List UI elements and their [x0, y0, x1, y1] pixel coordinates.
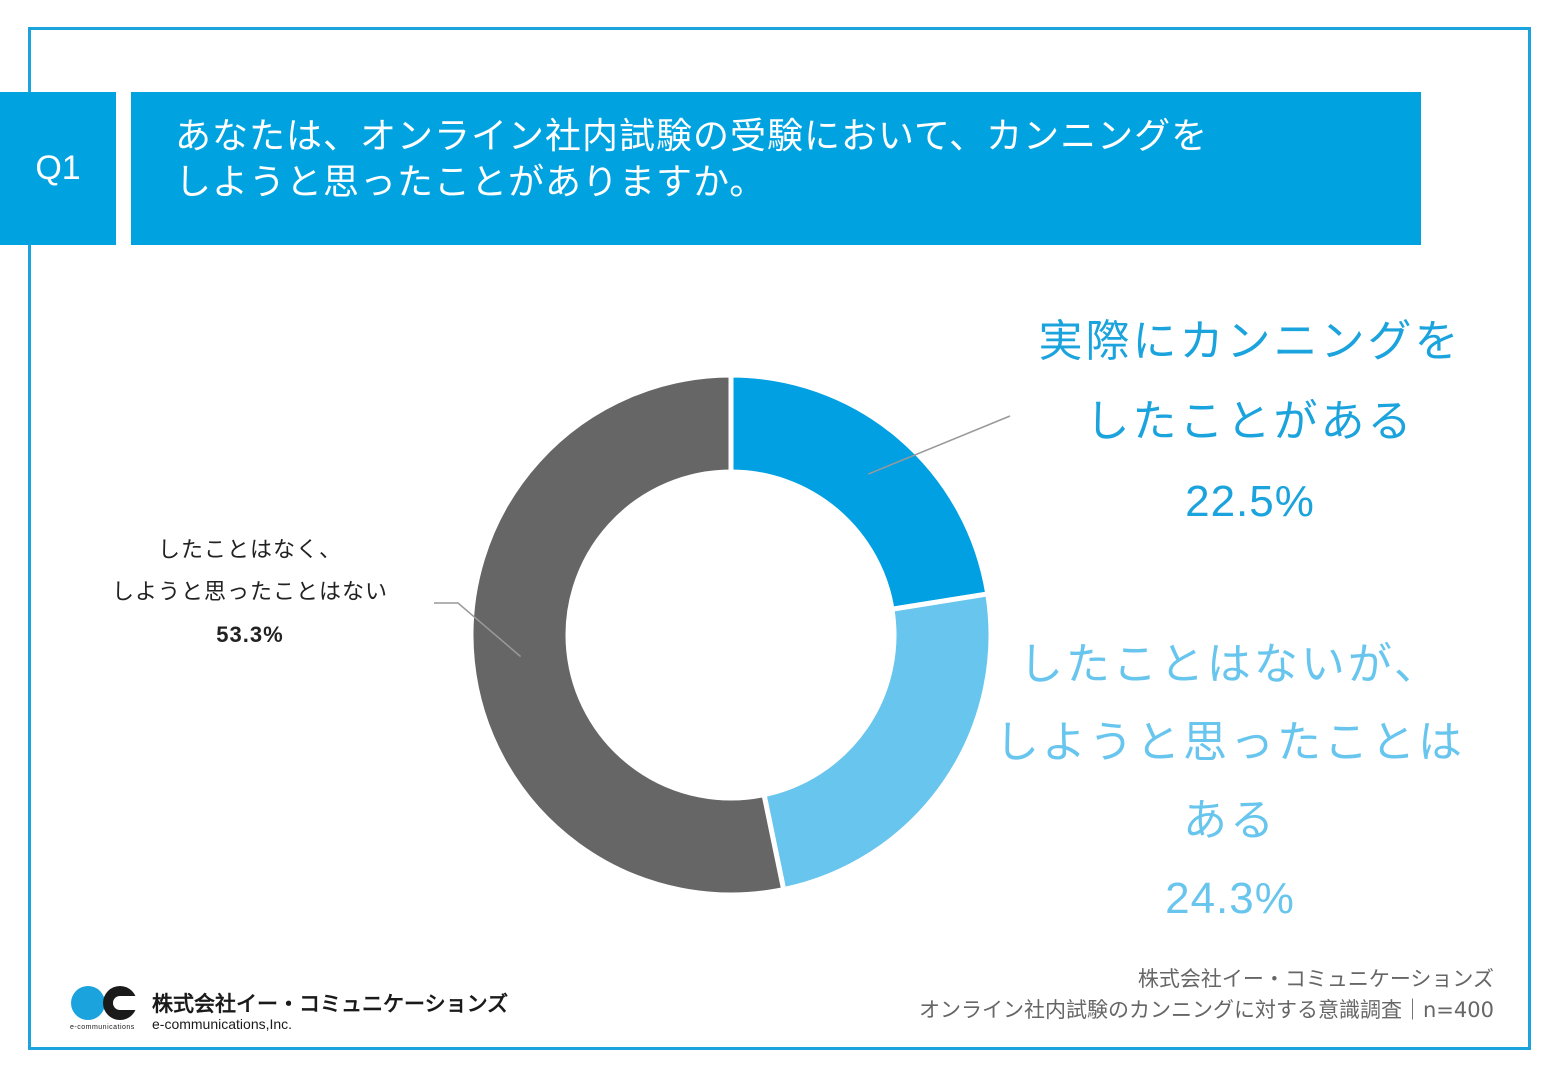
label-considered-line1: したことはないが、 [1018, 639, 1442, 690]
slice-never [468, 372, 787, 898]
question-text-line2: しようと思ったことがありますか。 [175, 162, 767, 203]
source-note: 株式会社イー・コミュニケーションズ オンライン社内試験のカンニングに対する意識調… [919, 964, 1494, 1026]
slice-cheated [728, 372, 991, 613]
logo-small-text: e-communications [70, 1024, 135, 1031]
company-logo: 株式会社イー・コミュニケーションズ e-communications,Inc. … [68, 986, 508, 1036]
label-cheated-percent: 22.5% [1185, 477, 1315, 526]
question-text-line1: あなたは、オンライン社内試験の受験において、カンニングを [175, 116, 1209, 157]
label-never-line1: したことはなく、 [157, 538, 342, 563]
logo-mark-icon [71, 986, 148, 1020]
leader-line-never [434, 602, 522, 658]
label-never-line2: しようと思ったことはない [111, 580, 388, 605]
label-never: したことはなく、 しようと思ったことはない 53.3% [70, 530, 430, 656]
label-considered-line3: ある [1183, 795, 1277, 846]
logo-company-name: 株式会社イー・コミュニケーションズ [152, 992, 509, 1016]
label-considered-percent: 24.3% [1165, 874, 1295, 923]
question-number-badge: Q1 [0, 92, 116, 245]
label-considered: したことはないが、 しようと思ったことは ある 24.3% [990, 626, 1470, 938]
source-company: 株式会社イー・コミュニケーションズ [1137, 967, 1494, 991]
label-cheated-line2: したことがある [1085, 396, 1415, 447]
label-cheated: 実際にカンニングを したことがある 22.5% [1010, 302, 1490, 542]
slice-considered [761, 591, 994, 893]
outer-frame [28, 27, 1531, 1050]
logo-company-english: e-communications,Inc. [152, 1016, 293, 1032]
question-box: あなたは、オンライン社内試験の受験において、カンニングを しようと思ったことがあ… [131, 92, 1421, 245]
label-never-percent: 53.3% [216, 622, 284, 647]
label-considered-line2: しようと思ったことは [995, 717, 1465, 768]
label-cheated-line1: 実際にカンニングを [1038, 316, 1462, 367]
leader-line-cheated [867, 415, 1011, 475]
source-survey: オンライン社内試験のカンニングに対する意識調査｜n=400 [919, 998, 1494, 1022]
